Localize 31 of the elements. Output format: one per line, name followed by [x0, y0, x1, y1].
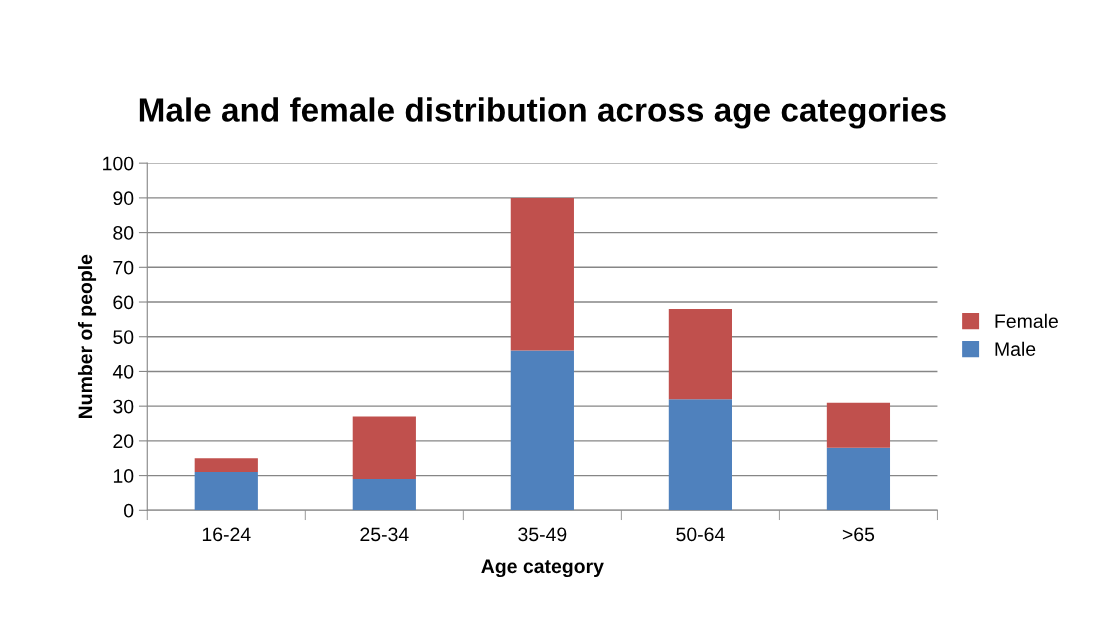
x-axis-title: Age category	[481, 559, 604, 578]
y-tick-label: 30	[113, 399, 134, 414]
x-tick-label: 16-24	[202, 527, 251, 542]
bar	[668, 399, 732, 511]
y-tick-label: 10	[113, 469, 134, 483]
x-tick-label: 25-34	[360, 527, 409, 542]
y-tick-label: 90	[113, 191, 134, 206]
y-tick-label: 80	[113, 226, 134, 240]
bar	[194, 472, 258, 511]
y-axis-title: Number of people	[77, 254, 97, 419]
x-tick-label: 50-64	[676, 527, 725, 542]
bar	[352, 479, 416, 511]
y-tick-label: 50	[113, 330, 134, 344]
y-tick-label: 60	[113, 295, 134, 310]
bar	[510, 350, 574, 511]
y-tick-label: 0	[124, 503, 134, 518]
legend-label: Male	[995, 341, 1036, 356]
x-tick-label: 35-49	[518, 527, 567, 542]
bar	[352, 416, 416, 480]
bar	[668, 308, 732, 400]
y-tick-label: 100	[103, 156, 134, 171]
bar	[826, 447, 891, 511]
bar	[194, 458, 258, 473]
bar	[826, 402, 891, 448]
legend-label: Female	[995, 313, 1058, 329]
bar	[510, 197, 574, 351]
y-tick-label: 40	[112, 364, 134, 379]
y-tick-label: 70	[113, 260, 134, 275]
chart-title: Male and female distribution across age categories	[139, 97, 946, 129]
x-tick-label: >65	[842, 527, 875, 542]
y-tick-label: 20	[113, 434, 134, 449]
